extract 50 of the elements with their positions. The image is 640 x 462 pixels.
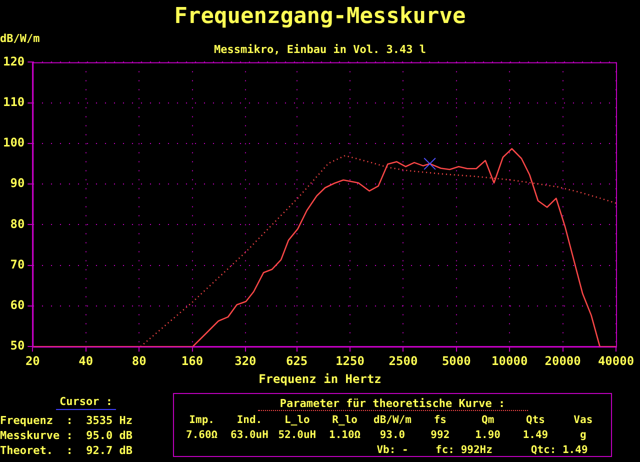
text: g: [579, 428, 588, 443]
x-axis-title: Frequenz in Hertz: [258, 372, 382, 386]
text: fc: 992Hz: [434, 443, 494, 458]
text: 1.90: [474, 428, 502, 443]
y-tick-label: 100: [2, 136, 25, 150]
x-tick-label: 1250: [336, 354, 364, 368]
x-tick-label: 80: [132, 354, 146, 368]
text: Qtc: 1.49: [530, 443, 589, 458]
y-tick-label: 60: [10, 298, 25, 312]
x-tick-label: 5000: [442, 354, 471, 368]
text: Parameter für theoretische Kurve :: [258, 397, 528, 411]
x-tick-label: 40000: [598, 354, 634, 368]
text: Messkurve : 95.0 dB: [0, 428, 134, 443]
text: 1.10Ω: [328, 428, 362, 443]
x-tick-label: 40: [78, 354, 94, 368]
text: Vb: -: [376, 443, 410, 458]
y-tick-label: 120: [2, 54, 25, 68]
text: Imp.: [188, 413, 216, 428]
text: 63.0uH: [230, 428, 270, 443]
text: 93.0: [378, 428, 406, 443]
x-tick-label: 20000: [544, 354, 581, 368]
text: dB/W/m: [372, 413, 412, 428]
chart-title: Frequenzgang-Messkurve: [173, 4, 467, 29]
y-tick-label: 70: [10, 257, 25, 272]
text: Frequenz : 3535 Hz: [0, 413, 134, 428]
text: L_lo: [284, 413, 311, 428]
chart-subtitle: Messmikro, Einbau in Vol. 3.43 l: [214, 43, 426, 56]
text: Vas: [572, 413, 594, 428]
x-tick-label: 160: [181, 354, 204, 368]
text: 7.60Ω: [185, 428, 219, 443]
x-tick-label: 2500: [388, 354, 418, 368]
text: 992: [430, 428, 451, 443]
y-tick-label: 80: [10, 216, 25, 231]
text: R_lo: [331, 413, 358, 428]
y-tick-label: 50: [10, 338, 25, 353]
text: Qm: [480, 413, 496, 428]
x-tick-label: 10000: [492, 354, 528, 368]
x-tick-label: 320: [234, 354, 256, 368]
text: Qts: [525, 413, 546, 428]
text: Ind.: [236, 413, 264, 428]
text: Theoret. : 92.7 dB: [0, 443, 134, 458]
text: 1.49: [522, 428, 550, 443]
text: 52.0uH: [277, 428, 318, 443]
y-tick-label: 90: [10, 176, 25, 190]
x-tick-label: 20: [25, 354, 40, 368]
text: Cursor :: [56, 394, 116, 410]
text: fs: [432, 413, 448, 428]
x-tick-label: 625: [286, 354, 308, 368]
y-tick-label: 110: [2, 94, 25, 109]
y-axis-title: dB/W/m: [0, 32, 40, 45]
